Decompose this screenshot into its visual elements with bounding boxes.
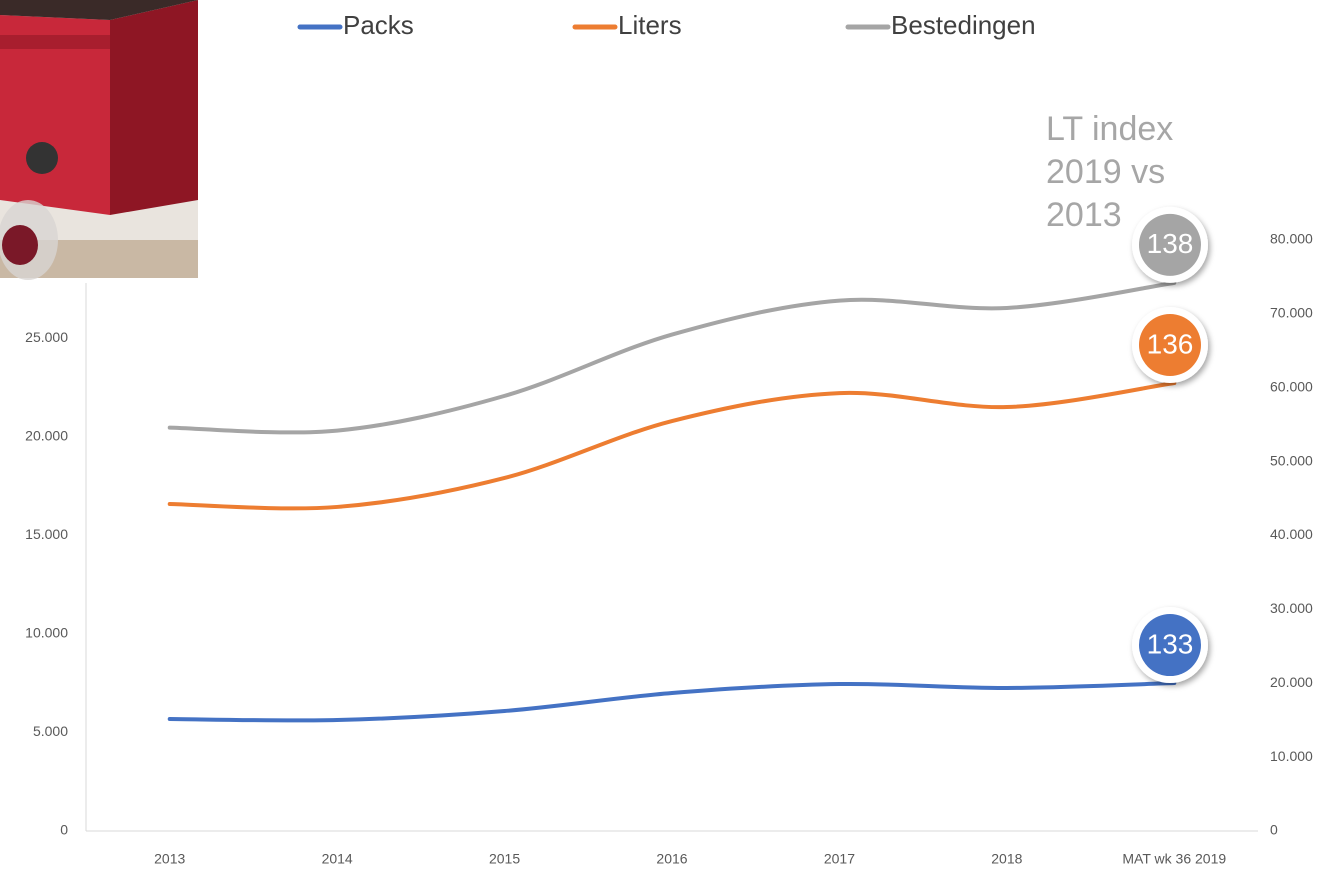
x-tick-label: 2018 [991,851,1022,867]
index-bubble-fill [1139,614,1201,677]
annotation: LT index 2019 vs 2013 [1046,110,1173,234]
y2-tick-label: 70.000 [1270,305,1313,321]
index-label: 136 [1147,328,1194,359]
y-tick-label: 10.000 [25,625,68,641]
series-line [167,381,1177,511]
legend-label: Liters [618,10,682,40]
x-tick-label: MAT wk 36 2019 [1122,851,1226,867]
x-tick-label: 2013 [154,851,185,867]
index-bubble-fill [1139,314,1201,377]
y2-tick-label: 80.000 [1270,231,1313,247]
x-tick-label: 2017 [824,851,855,867]
series-line [167,280,1177,435]
x-tick-label: 2015 [489,851,520,867]
y2-tick-label: 30.000 [1270,600,1313,616]
legend-label: Bestedingen [891,10,1036,40]
product-photo [0,0,198,280]
y2-tick-label: 10.000 [1270,748,1313,764]
y2-tick-label: 0 [1270,822,1278,838]
x-tick-label: 2016 [656,851,687,867]
annotation-line: 2019 vs [1046,153,1165,191]
y-tick-label: 20.000 [25,428,68,444]
annotation-line: LT index [1046,110,1173,148]
y-tick-label: 0 [60,822,68,838]
y2-tick-label: 20.000 [1270,674,1313,690]
index-label: 138 [1147,228,1194,259]
y-tick-label: 5.000 [33,723,68,739]
y2-tick-label: 40.000 [1270,526,1313,542]
y-tick-label: 25.000 [25,329,68,345]
series-line [167,681,1177,723]
index-label: 133 [1147,628,1194,659]
y2-tick-label: 60.000 [1270,378,1313,394]
y2-tick-label: 50.000 [1270,452,1313,468]
legend-label: Packs [343,10,414,40]
y-tick-label: 15.000 [25,526,68,542]
index-bubble-fill [1139,213,1201,276]
annotation-line: 2013 [1046,196,1122,234]
x-tick-label: 2014 [322,851,353,867]
